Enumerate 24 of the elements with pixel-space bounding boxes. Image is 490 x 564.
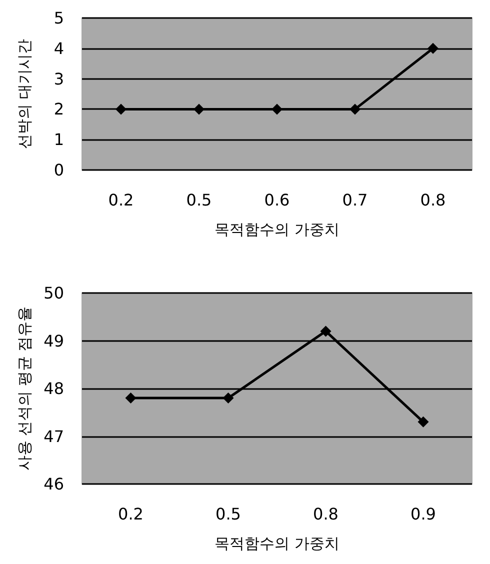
x-tick-label: 0.2 <box>108 190 134 210</box>
x-axis-title: 목적함수의 가중치 <box>214 220 340 238</box>
y-tick-label: 48 <box>44 379 64 398</box>
x-tick-label: 0.6 <box>264 190 290 210</box>
y-tick-label: 1 <box>54 130 64 150</box>
y-tick-label: 5 <box>54 8 64 28</box>
y-tick-label: 2 <box>54 100 64 119</box>
x-tick-label: 0.9 <box>410 504 436 524</box>
x-axis-title: 목적함수의 가중치 <box>214 534 340 552</box>
x-tick-label: 0.8 <box>313 504 338 524</box>
y-tick-label: 50 <box>44 284 64 302</box>
y-tick-label: 49 <box>44 331 64 350</box>
y-axis-title: 사용 선석의 평균 점유율 <box>16 306 34 471</box>
y-tick-label: 47 <box>44 426 64 446</box>
y-tick-label: 4 <box>54 38 64 58</box>
x-tick-label: 0.8 <box>420 190 446 210</box>
y-axis-title: 선박의 대기시간 <box>16 39 34 149</box>
x-tick-label: 0.5 <box>216 504 241 524</box>
x-tick-label: 0.7 <box>342 190 368 210</box>
x-tick-label: 0.5 <box>186 190 212 210</box>
y-tick-label: 46 <box>44 474 64 494</box>
x-tick-label: 0.2 <box>118 504 144 524</box>
y-tick-label: 3 <box>54 69 64 88</box>
y-tick-label: 0 <box>54 160 64 180</box>
